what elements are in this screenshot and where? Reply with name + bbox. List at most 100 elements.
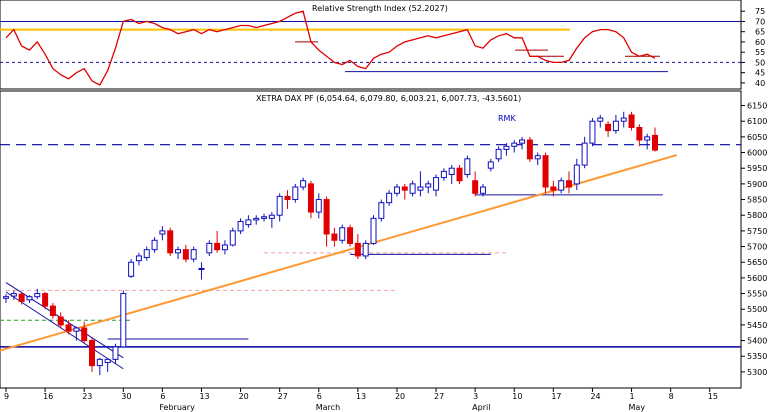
candle-body <box>49 305 56 316</box>
rsi-y-tick-label: 40 <box>755 79 765 88</box>
candle-body <box>159 230 166 235</box>
candle-body <box>10 293 17 297</box>
x-tick-label: 6 <box>317 392 322 401</box>
downtrend-channel-line <box>5 291 124 370</box>
candle-body <box>550 186 557 191</box>
x-tick-label: 17 <box>551 392 561 401</box>
candle-body <box>135 255 142 262</box>
candle-body <box>487 161 494 169</box>
candle-body <box>300 180 307 188</box>
candle-body <box>190 249 197 260</box>
candle-body <box>370 217 377 244</box>
rmk-annotation: RMK <box>498 114 516 123</box>
candle-body <box>96 358 103 367</box>
price-y-tick-label: 5400 <box>747 337 767 346</box>
candle-body <box>495 148 502 160</box>
price-y-tick-label: 5500 <box>747 305 767 314</box>
rsi-title: Relative Strength Index (52.2027) <box>312 4 448 13</box>
rsi-y-tick-label: 75 <box>755 7 765 16</box>
candle-body <box>261 216 268 219</box>
candle-body <box>573 164 580 185</box>
x-month-label: May <box>629 403 646 412</box>
x-tick-label: 27 <box>278 392 288 401</box>
candle-body <box>65 324 72 332</box>
price-y-tick-label: 5750 <box>747 227 767 236</box>
candle-body <box>425 183 432 188</box>
rsi-panel-frame <box>0 0 742 90</box>
candle-body <box>143 249 150 259</box>
candle-body <box>276 195 283 216</box>
candle-body <box>284 195 291 201</box>
candle-body <box>198 267 205 270</box>
price-y-tick-label: 5550 <box>747 290 767 299</box>
price-panel: XETRA DAX PF (6,054.64, 6,079.80, 6,003.… <box>0 90 767 389</box>
price-y-tick-label: 5350 <box>747 352 767 361</box>
candle-body <box>18 293 25 302</box>
candle-body <box>3 296 9 299</box>
candle-body <box>112 346 119 360</box>
x-tick-label: 27 <box>434 392 444 401</box>
price-y-tick-label: 5850 <box>747 196 767 205</box>
x-month-label: March <box>316 403 340 412</box>
candle-body <box>34 293 41 298</box>
candle-body <box>433 177 440 191</box>
x-tick-label: 3 <box>473 392 478 401</box>
candle-body <box>182 249 189 260</box>
candle-body <box>128 261 135 277</box>
candle-body <box>339 227 346 241</box>
candle-body <box>104 358 111 363</box>
candle-body <box>81 327 88 342</box>
candle-body <box>307 183 314 213</box>
candle-body <box>386 192 393 204</box>
candle-body <box>526 139 533 160</box>
candle-body <box>401 186 408 191</box>
price-y-tick-label: 5900 <box>747 180 767 189</box>
rsi-y-tick-label: 60 <box>755 38 765 47</box>
candle-body <box>253 217 260 221</box>
candle-body <box>519 139 526 144</box>
price-title: XETRA DAX PF (6,054.64, 6,079.80, 6,003.… <box>256 94 521 103</box>
price-y-tick-label: 5300 <box>747 368 767 377</box>
candle-body <box>628 114 635 128</box>
price-y-tick-label: 6150 <box>747 102 767 111</box>
candle-body <box>206 242 213 254</box>
candle-body <box>558 180 565 191</box>
candle-body <box>268 214 275 219</box>
x-tick-label: 20 <box>239 392 249 401</box>
price-y-tick-label: 5450 <box>747 321 767 330</box>
candle-body <box>644 136 651 141</box>
candle-body <box>542 155 549 188</box>
candle-body <box>347 227 354 244</box>
candle-body <box>214 242 221 251</box>
x-tick-label: 24 <box>590 392 600 401</box>
candle-body <box>151 239 158 251</box>
price-y-axis: 5300 5350 5400 5450 5500 5550 5600 5650 5700 5750… <box>741 102 767 377</box>
rsi-plot-area <box>0 10 741 86</box>
x-tick-label: 30 <box>121 392 131 401</box>
candle-body <box>245 219 252 226</box>
candle-body <box>323 199 330 235</box>
rsi-y-tick-label: 55 <box>755 48 765 57</box>
candle-body <box>89 340 96 367</box>
x-tick-label: 20 <box>395 392 405 401</box>
x-month-label: April <box>472 403 490 412</box>
candle-body <box>331 233 338 241</box>
candle-body <box>511 142 518 147</box>
x-tick-label: 15 <box>708 392 718 401</box>
x-axis: 9 16 23 30 6 13 20 27 6 13 20 27 3 10 17 24 1 8 15 February… <box>0 387 741 412</box>
candle-body <box>42 293 49 307</box>
candle-body <box>362 242 369 257</box>
candle-body <box>503 145 510 150</box>
candle-body <box>479 186 486 194</box>
rsi-y-tick-label: 45 <box>755 69 765 78</box>
candle-body <box>120 293 127 348</box>
x-tick-label: 9 <box>4 392 9 401</box>
x-tick-label: 1 <box>630 392 635 401</box>
x-tick-label: 13 <box>356 392 366 401</box>
x-tick-label: 8 <box>669 392 674 401</box>
price-y-tick-label: 6050 <box>747 133 767 142</box>
candle-body <box>409 183 416 194</box>
